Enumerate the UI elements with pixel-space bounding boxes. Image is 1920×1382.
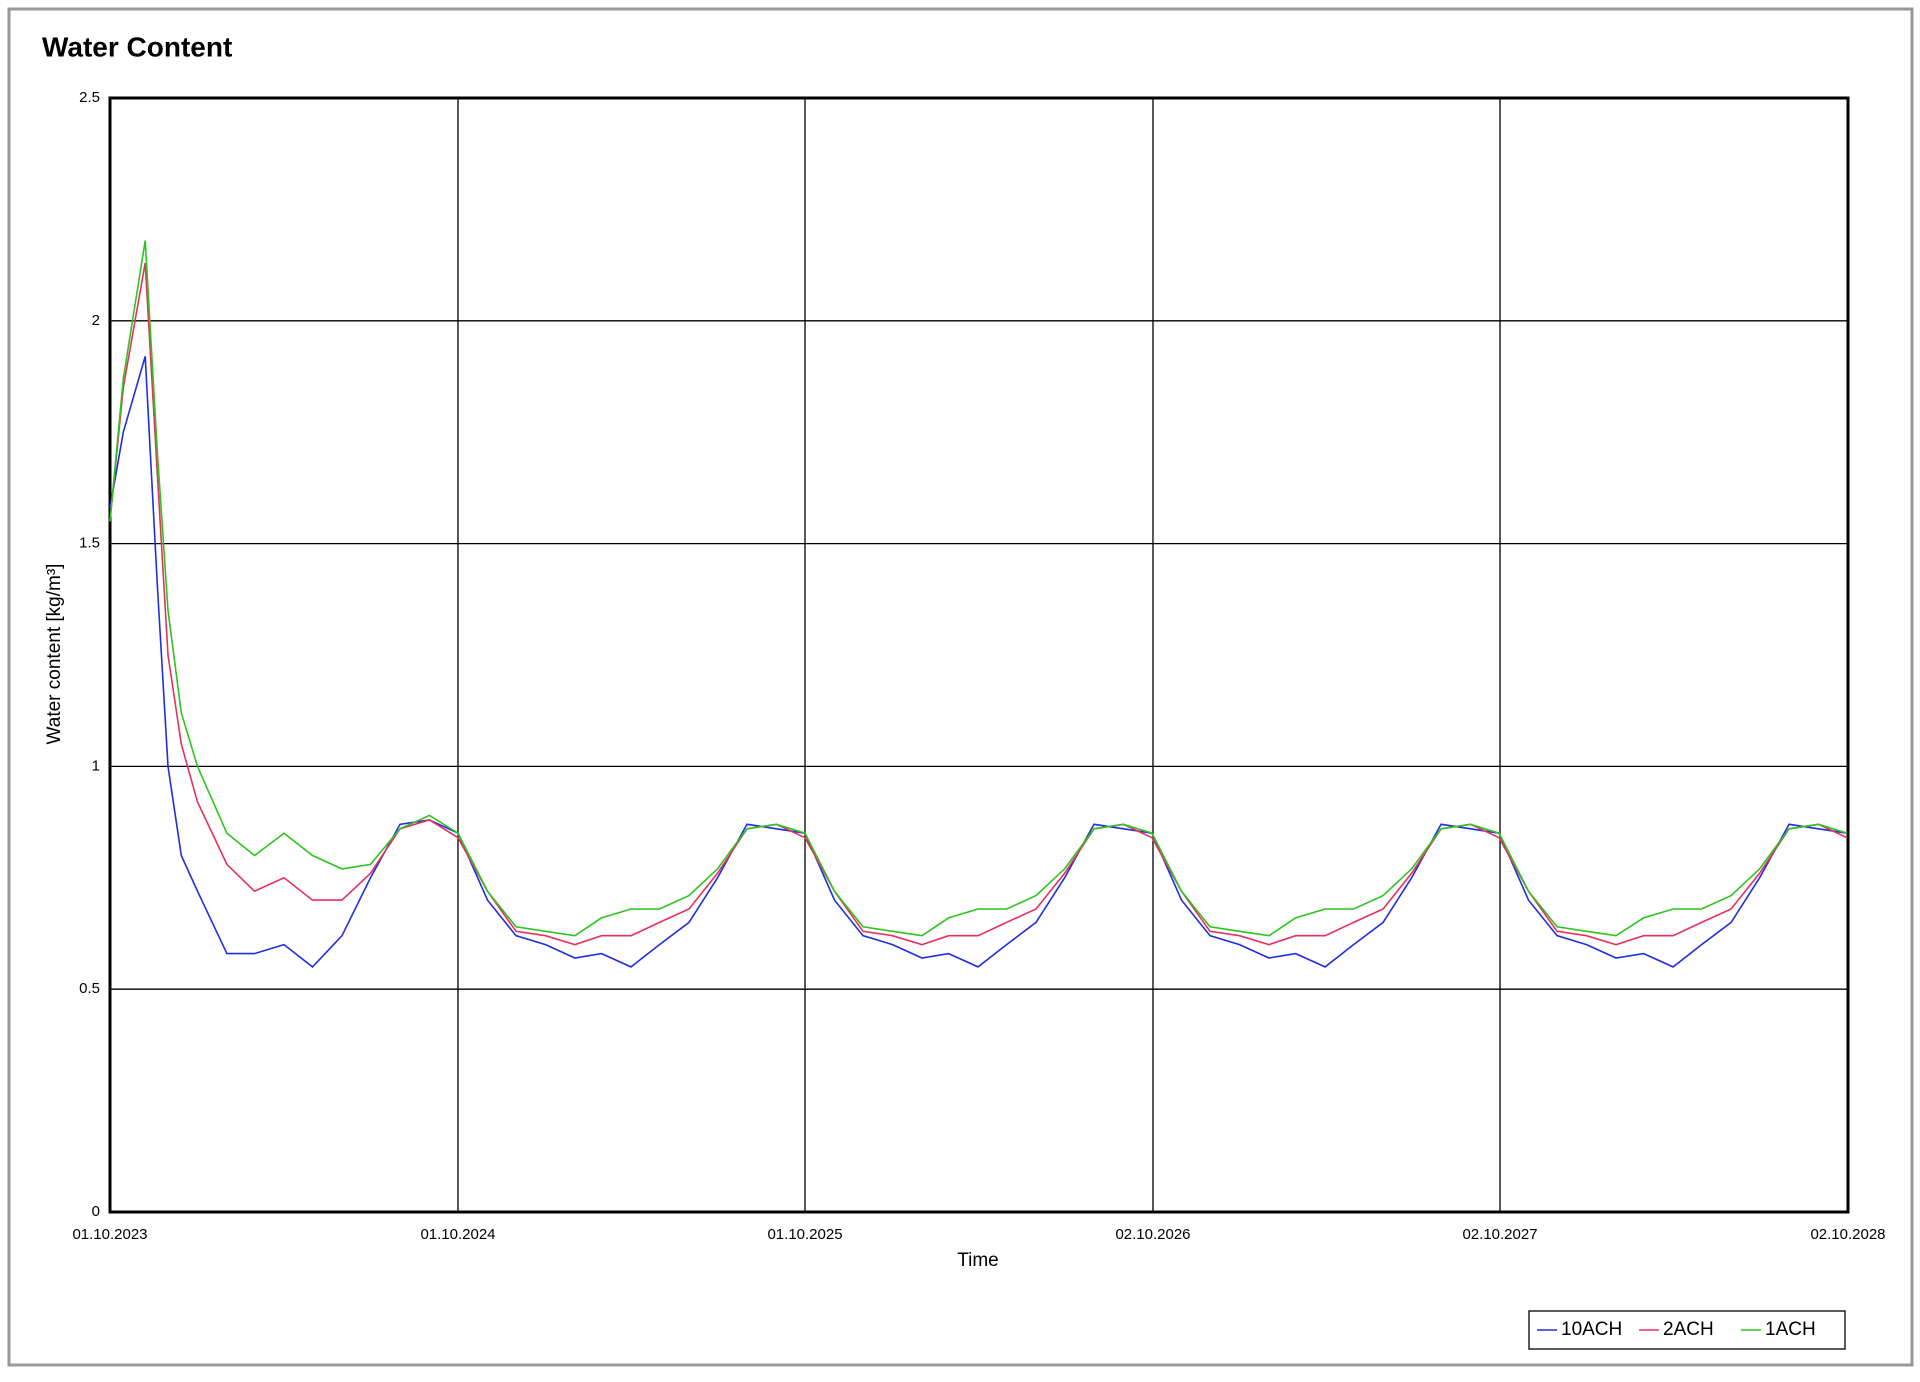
y-tick-label: 1.5 — [79, 535, 100, 552]
y-tick-label: 2 — [92, 312, 100, 329]
legend-box — [1528, 1310, 1846, 1350]
x-axis-label: Time — [957, 1250, 999, 1271]
y-axis-label: Water content [kg/m³] — [44, 564, 65, 745]
legend-label: 10ACH — [1561, 1319, 1622, 1340]
x-tick-label: 02.10.2026 — [1115, 1226, 1190, 1243]
data-line — [109, 240, 1848, 937]
plot-frame — [108, 96, 1850, 1214]
legend-label: 2ACH — [1663, 1319, 1714, 1340]
legend-label: 1ACH — [1765, 1319, 1816, 1340]
y-tick-label: 0 — [92, 1203, 100, 1220]
x-tick-label: 02.10.2028 — [1810, 1226, 1885, 1243]
data-line — [109, 356, 1848, 968]
x-tick-label: 01.10.2023 — [72, 1226, 147, 1243]
chart-title: Water Content — [42, 31, 232, 62]
x-tick-label: 01.10.2025 — [767, 1226, 842, 1243]
x-tick-label: 02.10.2027 — [1462, 1226, 1537, 1243]
y-tick-label: 0.5 — [79, 980, 100, 997]
y-tick-label: 1 — [92, 757, 100, 774]
data-line — [109, 262, 1848, 946]
y-tick-label: 2.5 — [79, 89, 100, 106]
chart-frame — [7, 7, 1914, 1367]
x-tick-label: 01.10.2024 — [420, 1226, 495, 1243]
